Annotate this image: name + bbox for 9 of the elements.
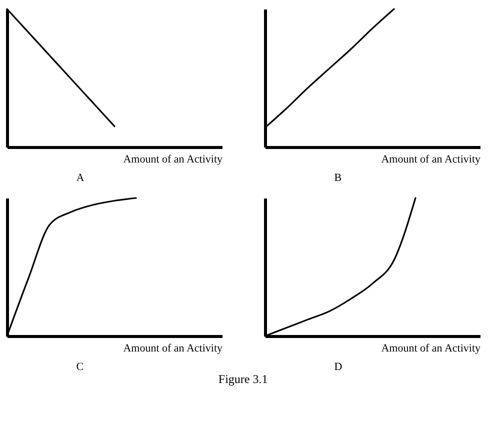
- text: D: [334, 361, 342, 373]
- text: C: [76, 361, 84, 373]
- text: B: [334, 172, 342, 184]
- x-axis-title: Amount of an Activity: [381, 154, 481, 166]
- x-axis-title: Amount of an Activity: [123, 342, 223, 354]
- x-axis-title: Amount of an Activity: [123, 154, 223, 166]
- x-axis-title: Amount of an Activity: [381, 342, 481, 354]
- caption: Figure 3.1: [218, 372, 268, 386]
- text: A: [76, 172, 84, 184]
